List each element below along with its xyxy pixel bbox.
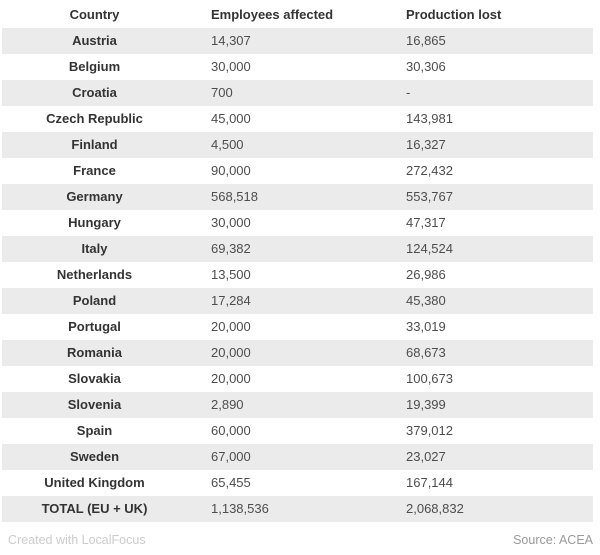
employees-cell: 4,500 bbox=[211, 137, 244, 152]
table-row: Czech Republic 45,000 143,981 bbox=[2, 106, 593, 132]
country-cell: Austria bbox=[72, 33, 117, 48]
country-cell: Slovenia bbox=[67, 397, 122, 412]
employees-cell: 14,307 bbox=[211, 33, 251, 48]
country-cell: Poland bbox=[72, 293, 117, 308]
production-cell: 47,317 bbox=[406, 215, 446, 230]
employees-cell: 69,382 bbox=[211, 241, 251, 256]
table-row: Romania 20,000 68,673 bbox=[2, 340, 593, 366]
country-cell: Czech Republic bbox=[46, 111, 143, 126]
source-text: Source: ACEA bbox=[513, 533, 593, 547]
employees-cell: 65,455 bbox=[211, 475, 251, 490]
country-cell: Romania bbox=[67, 345, 122, 360]
table-row: Belgium 30,000 30,306 bbox=[2, 54, 593, 80]
employees-cell: 17,284 bbox=[211, 293, 251, 308]
production-cell: 45,380 bbox=[406, 293, 446, 308]
table-row: Poland 17,284 45,380 bbox=[2, 288, 593, 314]
production-cell: 68,673 bbox=[406, 345, 446, 360]
country-cell: Hungary bbox=[68, 215, 121, 230]
employees-cell: 30,000 bbox=[211, 215, 251, 230]
data-table: Country Employees affected Production lo… bbox=[2, 0, 593, 522]
country-cell: Sweden bbox=[69, 449, 120, 464]
production-cell: 26,986 bbox=[406, 267, 446, 282]
country-cell: Finland bbox=[71, 137, 118, 152]
production-cell: 379,012 bbox=[406, 423, 453, 438]
table-row: Slovakia 20,000 100,673 bbox=[2, 366, 593, 392]
employees-cell: 20,000 bbox=[211, 345, 251, 360]
employees-cell: 13,500 bbox=[211, 267, 251, 282]
attribution-text: Created with LocalFocus bbox=[8, 533, 146, 547]
production-cell: 19,399 bbox=[406, 397, 446, 412]
employees-cell: 67,000 bbox=[211, 449, 251, 464]
employees-cell: 90,000 bbox=[211, 163, 251, 178]
table-header: Country Employees affected Production lo… bbox=[2, 0, 593, 28]
country-cell: Belgium bbox=[68, 59, 121, 74]
production-cell: 124,524 bbox=[406, 241, 453, 256]
employees-cell: 1,138,536 bbox=[211, 501, 269, 516]
employees-cell: 2,890 bbox=[211, 397, 244, 412]
production-cell: 33,019 bbox=[406, 319, 446, 334]
production-cell: 16,865 bbox=[406, 33, 446, 48]
table-row: Germany 568,518 553,767 bbox=[2, 184, 593, 210]
production-cell: - bbox=[406, 85, 411, 100]
production-cell: 23,027 bbox=[406, 449, 446, 464]
table-row: Spain 60,000 379,012 bbox=[2, 418, 593, 444]
production-cell: 167,144 bbox=[406, 475, 453, 490]
column-header-production: Production lost bbox=[382, 0, 593, 28]
table-row: Sweden 67,000 23,027 bbox=[2, 444, 593, 470]
production-cell: 30,306 bbox=[406, 59, 446, 74]
header-row: Country Employees affected Production lo… bbox=[2, 0, 593, 28]
table-body: Austria 14,307 16,865 Belgium 30,000 30,… bbox=[2, 28, 593, 522]
table-row: Finland 4,500 16,327 bbox=[2, 132, 593, 158]
column-header-country: Country bbox=[2, 0, 187, 28]
production-cell: 553,767 bbox=[406, 189, 453, 204]
production-cell: 16,327 bbox=[406, 137, 446, 152]
table-row: Austria 14,307 16,865 bbox=[2, 28, 593, 54]
employees-cell: 20,000 bbox=[211, 319, 251, 334]
table-row: Slovenia 2,890 19,399 bbox=[2, 392, 593, 418]
production-cell: 272,432 bbox=[406, 163, 453, 178]
country-cell: Spain bbox=[76, 423, 113, 438]
table-row-total: TOTAL (EU + UK) 1,138,536 2,068,832 bbox=[2, 496, 593, 522]
footer: Created with LocalFocus Source: ACEA bbox=[2, 533, 593, 547]
employees-cell: 700 bbox=[211, 85, 233, 100]
employees-cell: 30,000 bbox=[211, 59, 251, 74]
country-cell: Croatia bbox=[72, 85, 117, 100]
country-cell: Slovakia bbox=[68, 371, 121, 386]
employees-cell: 60,000 bbox=[211, 423, 251, 438]
table-row: Netherlands 13,500 26,986 bbox=[2, 262, 593, 288]
country-cell: Netherlands bbox=[56, 267, 133, 282]
column-header-employees: Employees affected bbox=[187, 0, 382, 28]
table-row: United Kingdom 65,455 167,144 bbox=[2, 470, 593, 496]
employees-cell: 20,000 bbox=[211, 371, 251, 386]
table-row: Croatia 700 - bbox=[2, 80, 593, 106]
country-cell: France bbox=[73, 163, 116, 178]
production-cell: 100,673 bbox=[406, 371, 453, 386]
table-row: France 90,000 272,432 bbox=[2, 158, 593, 184]
production-cell: 143,981 bbox=[406, 111, 453, 126]
country-cell: Portugal bbox=[68, 319, 121, 334]
production-cell: 2,068,832 bbox=[406, 501, 464, 516]
country-cell: Germany bbox=[66, 189, 123, 204]
country-cell: TOTAL (EU + UK) bbox=[41, 501, 148, 516]
employees-cell: 45,000 bbox=[211, 111, 251, 126]
table-row: Italy 69,382 124,524 bbox=[2, 236, 593, 262]
table-row: Hungary 30,000 47,317 bbox=[2, 210, 593, 236]
table-row: Portugal 20,000 33,019 bbox=[2, 314, 593, 340]
country-cell: United Kingdom bbox=[44, 475, 145, 490]
country-cell: Italy bbox=[81, 241, 108, 256]
employees-cell: 568,518 bbox=[211, 189, 258, 204]
